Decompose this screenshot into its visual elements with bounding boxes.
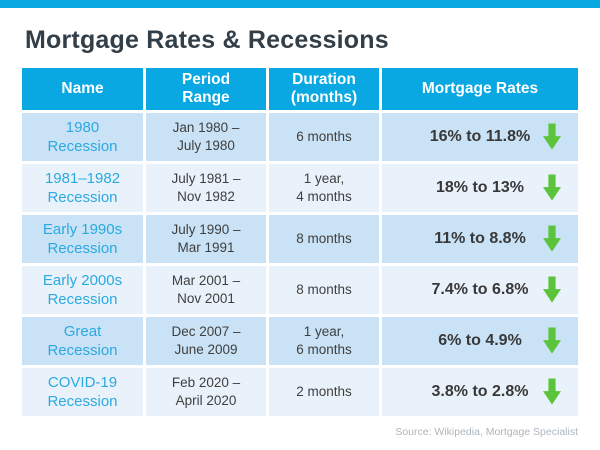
top-accent-bar (0, 0, 600, 8)
column-header-name: Name (22, 68, 143, 110)
duration-cell: 1 year, 4 months (269, 164, 379, 212)
rate-change-value: 7.4% to 6.8% (431, 281, 529, 298)
recession-name-cell: Early 2000s Recession (22, 266, 143, 314)
column-header-period-range: Period Range (146, 68, 266, 110)
recession-name-cell: Early 1990s Recession (22, 215, 143, 263)
down-arrow-icon (543, 174, 561, 201)
duration-cell: 8 months (269, 266, 379, 314)
down-arrow-icon (543, 327, 561, 354)
down-arrow-icon (543, 378, 561, 405)
period-range-cell: July 1990 – Mar 1991 (146, 215, 266, 263)
source-note: Source: Wikipedia, Mortgage Specialist (395, 426, 578, 438)
period-range-cell: Dec 2007 – June 2009 (146, 317, 266, 365)
period-range-cell: July 1981 – Nov 1982 (146, 164, 266, 212)
duration-cell: 1 year, 6 months (269, 317, 379, 365)
mortgage-rates-cell: 7.4% to 6.8% (382, 266, 578, 314)
recession-name-cell: 1980 Recession (22, 113, 143, 161)
mortgage-rates-cell: 18% to 13% (382, 164, 578, 212)
recession-name-cell: 1981–1982 Recession (22, 164, 143, 212)
mortgage-rates-cell: 3.8% to 2.8% (382, 368, 578, 416)
down-arrow-icon (543, 123, 561, 150)
column-header-duration: Duration (months) (269, 68, 379, 110)
recession-name-cell: COVID-19 Recession (22, 368, 143, 416)
rate-change-value: 3.8% to 2.8% (431, 383, 529, 400)
rate-change-value: 16% to 11.8% (429, 128, 531, 145)
duration-cell: 2 months (269, 368, 379, 416)
page-title: Mortgage Rates & Recessions (25, 26, 389, 54)
rate-change-value: 11% to 8.8% (434, 230, 526, 247)
period-range-cell: Mar 2001 – Nov 2001 (146, 266, 266, 314)
down-arrow-icon (543, 276, 561, 303)
mortgage-rates-cell: 6% to 4.9% (382, 317, 578, 365)
duration-cell: 8 months (269, 215, 379, 263)
down-arrow-icon (543, 225, 561, 252)
period-range-cell: Feb 2020 – April 2020 (146, 368, 266, 416)
recession-name-cell: Great Recession (22, 317, 143, 365)
period-range-cell: Jan 1980 – July 1980 (146, 113, 266, 161)
duration-cell: 6 months (269, 113, 379, 161)
rate-change-value: 6% to 4.9% (438, 332, 522, 349)
rate-change-value: 18% to 13% (435, 179, 525, 196)
recessions-table: Name Period Range Duration (months) Mort… (22, 68, 578, 416)
column-header-mortgage-rates: Mortgage Rates (382, 68, 578, 110)
mortgage-rates-cell: 16% to 11.8% (382, 113, 578, 161)
mortgage-rates-cell: 11% to 8.8% (382, 215, 578, 263)
